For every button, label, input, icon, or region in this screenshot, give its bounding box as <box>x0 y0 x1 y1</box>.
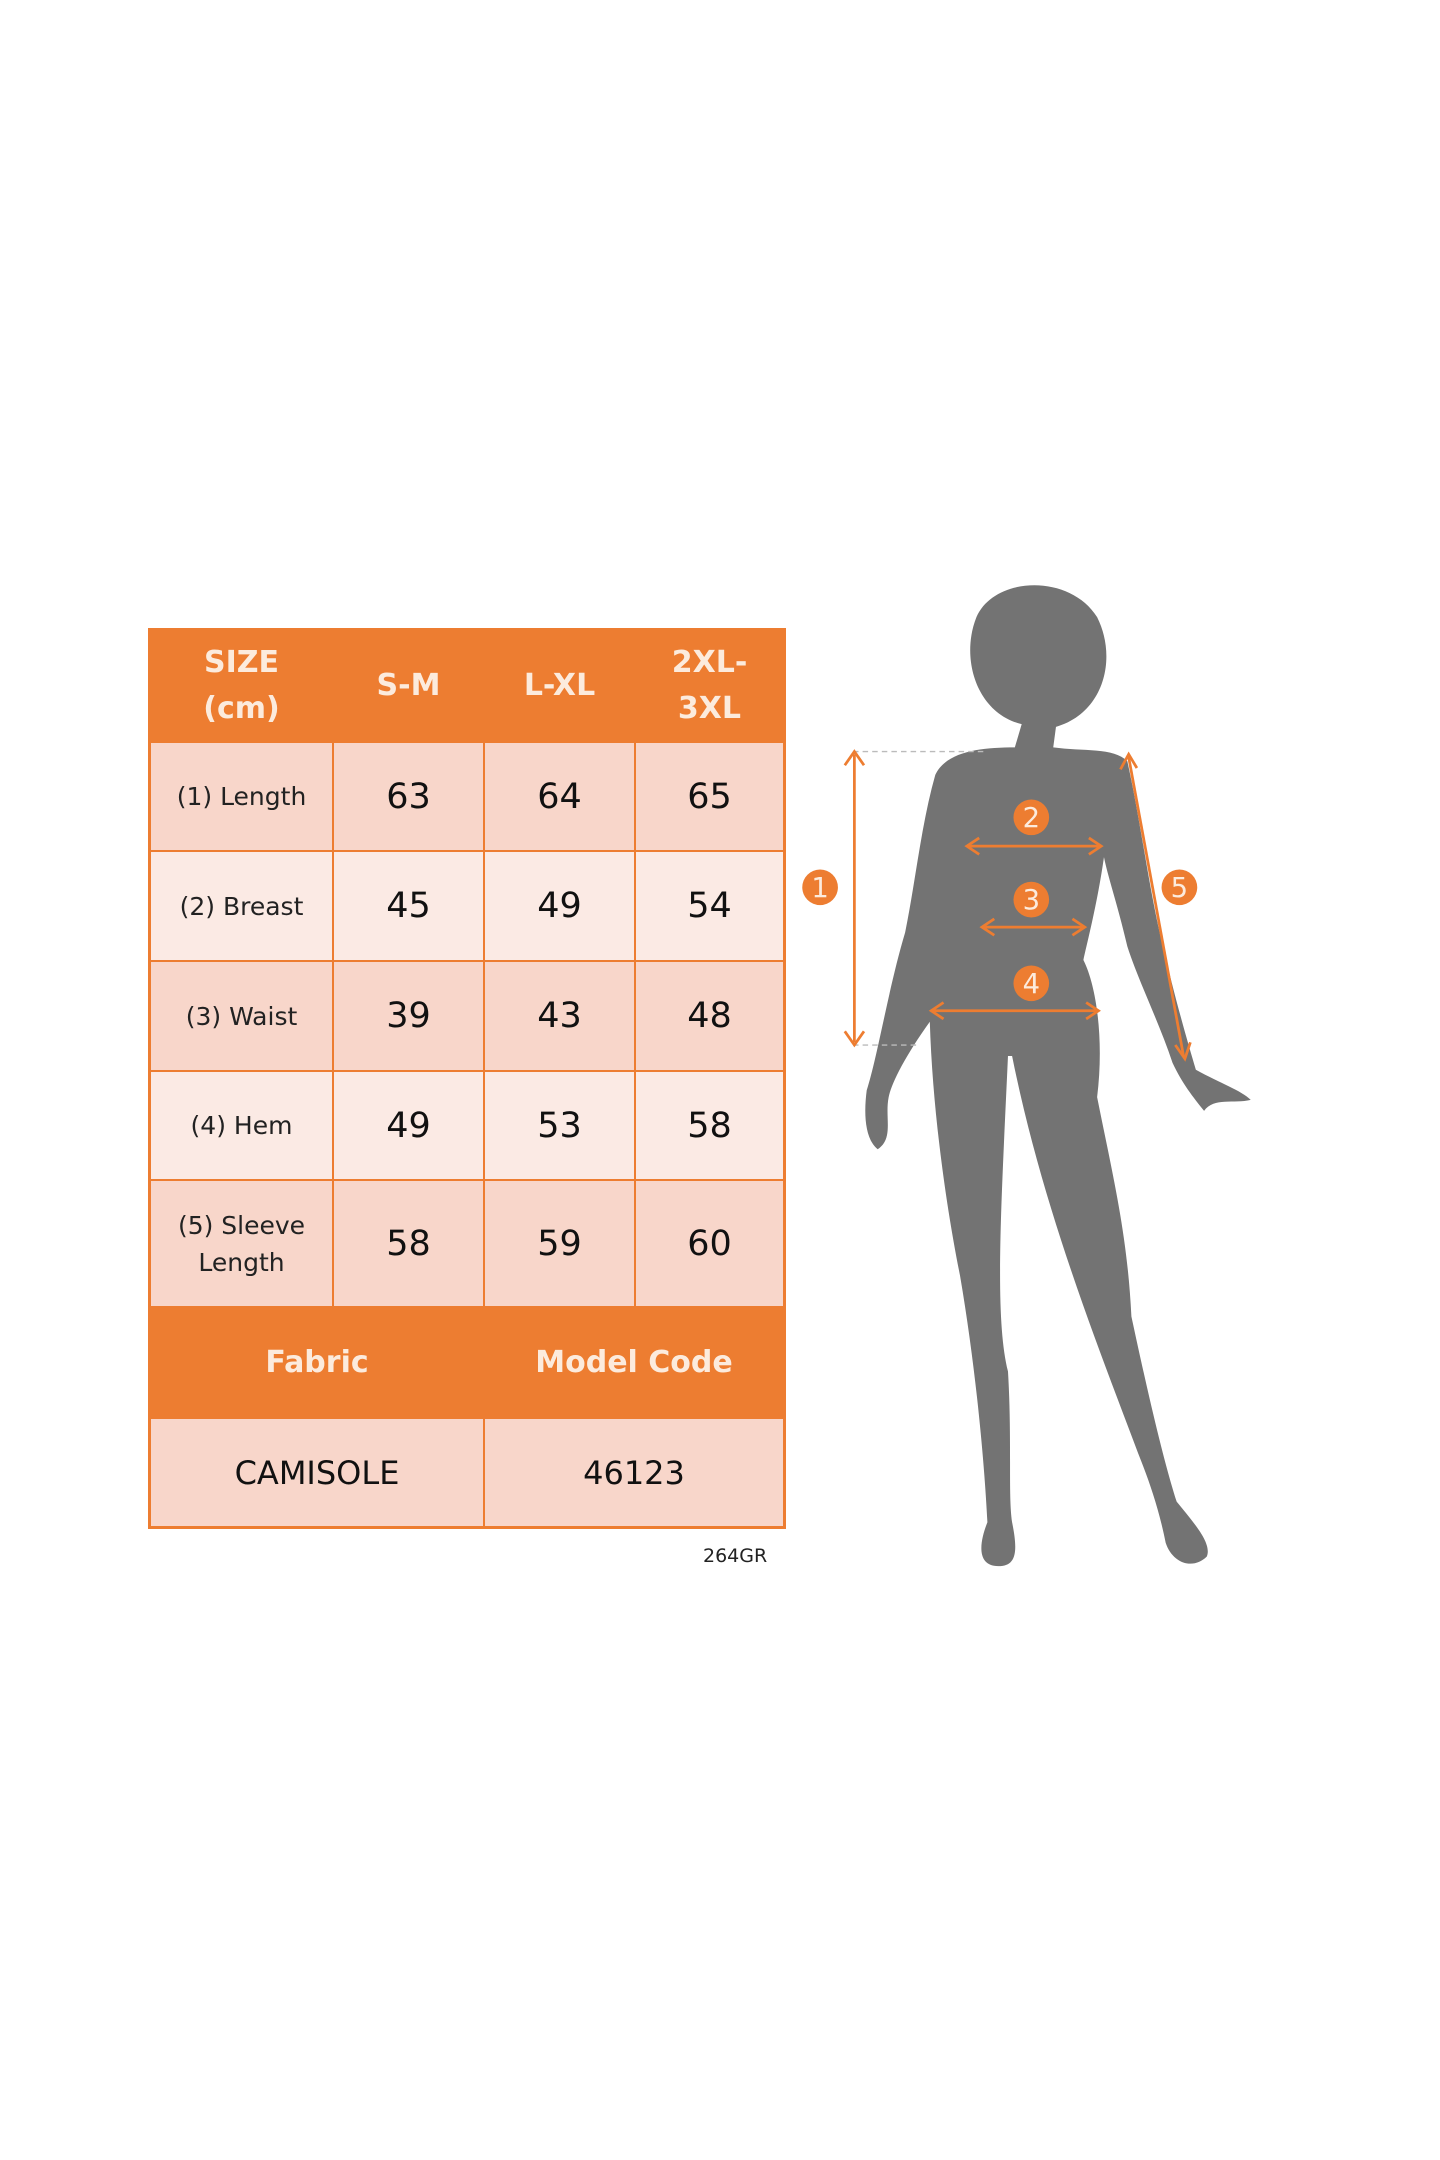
fabric-header: Fabric <box>265 1344 369 1380</box>
size-chart-table: SIZE (cm) S-M L-XL 2XL- 3XL (1) Length 63 64 65… <box>148 628 786 1529</box>
column-header: L-XL <box>523 668 596 703</box>
size-value: 45 <box>334 852 483 960</box>
silhouette <box>865 585 1251 1567</box>
row-label: (3) Waist <box>151 962 332 1070</box>
model-code-header: Model Code <box>535 1344 733 1380</box>
size-value: 65 <box>636 743 783 850</box>
size-value: 58 <box>636 1072 783 1179</box>
size-value: 64 <box>485 743 634 850</box>
size-value: 49 <box>334 1072 483 1179</box>
column-header: 2XL- 3XL <box>671 645 748 726</box>
measurement-guides <box>843 749 1192 1062</box>
marker-circle <box>802 869 838 906</box>
size-value: 54 <box>636 852 783 960</box>
size-value: 48 <box>636 962 783 1070</box>
product-code: 264GR <box>703 1545 768 1567</box>
marker-number: 4 <box>1023 969 1040 1000</box>
column-header: SIZE (cm) <box>203 645 280 726</box>
row-label: (2) Breast <box>151 852 332 960</box>
row-label: (5) Sleeve Length <box>151 1181 332 1306</box>
marker-number: 2 <box>1023 803 1040 834</box>
marker-circle <box>1013 799 1050 836</box>
fabric-value: CAMISOLE <box>151 1419 483 1526</box>
model-code-value: 46123 <box>485 1419 783 1526</box>
size-value: 60 <box>636 1181 783 1306</box>
size-value: 59 <box>485 1181 634 1306</box>
size-value: 39 <box>334 962 483 1070</box>
size-value: 43 <box>485 962 634 1070</box>
marker-circle <box>1161 869 1198 906</box>
marker-number: 3 <box>1023 885 1040 916</box>
size-value: 49 <box>485 852 634 960</box>
row-label: (4) Hem <box>151 1072 332 1179</box>
size-value: 58 <box>334 1181 483 1306</box>
marker-number: 1 <box>811 873 828 904</box>
marker-circle <box>1013 881 1050 918</box>
column-header: S-M <box>376 668 441 703</box>
size-value: 53 <box>485 1072 634 1179</box>
row-label: (1) Length <box>151 743 332 850</box>
marker-circle <box>1013 965 1050 1002</box>
size-value: 63 <box>334 743 483 850</box>
marker-number: 5 <box>1171 873 1188 904</box>
